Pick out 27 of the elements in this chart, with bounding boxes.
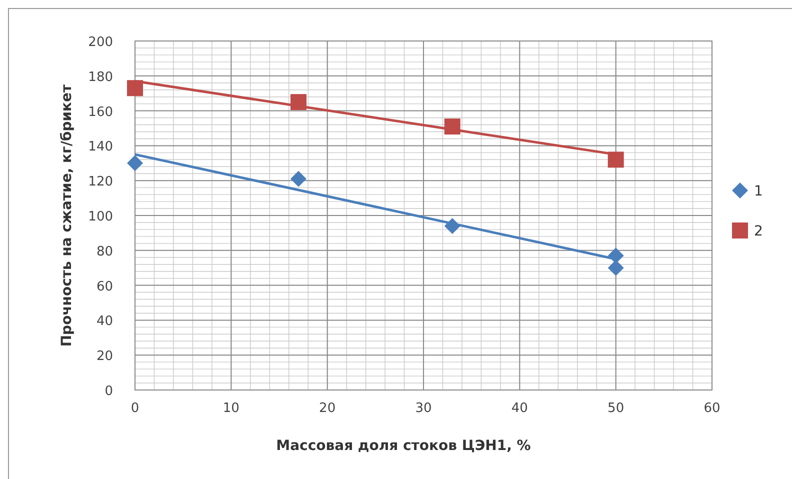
legend-label: 1 <box>754 184 763 200</box>
y-tick-label: 20 <box>96 349 113 364</box>
legend-label: 2 <box>754 224 763 240</box>
y-axis-title: Прочность на сжатие, кг/брикет <box>59 83 75 347</box>
y-tick-label: 180 <box>88 70 113 85</box>
y-tick-label: 140 <box>88 140 113 155</box>
x-tick-label: 10 <box>222 401 240 416</box>
x-tick-label: 60 <box>704 401 720 416</box>
x-tick-label: 30 <box>415 401 432 416</box>
y-tick-label: 100 <box>88 210 113 224</box>
x-tick-label: 20 <box>319 401 336 416</box>
x-tick-label: 40 <box>511 401 528 416</box>
point <box>127 80 143 96</box>
y-tick-label: 160 <box>88 104 113 120</box>
y-tick-label: 120 <box>88 174 113 190</box>
y-tick-label: 80 <box>96 244 113 260</box>
y-tick-label: 60 <box>96 279 113 294</box>
x-tick-label: 0 <box>130 401 140 416</box>
x-axis-title: Массовая доля стоков ЦЭН1, % <box>276 438 531 454</box>
x-tick-label: 50 <box>608 401 624 416</box>
point <box>127 155 143 172</box>
y-tick-label: 40 <box>96 314 113 330</box>
y-tick-label: 200 <box>88 35 113 50</box>
point <box>608 260 624 276</box>
y-tick-label: 0 <box>104 384 113 399</box>
point <box>608 152 624 168</box>
point <box>290 170 306 187</box>
